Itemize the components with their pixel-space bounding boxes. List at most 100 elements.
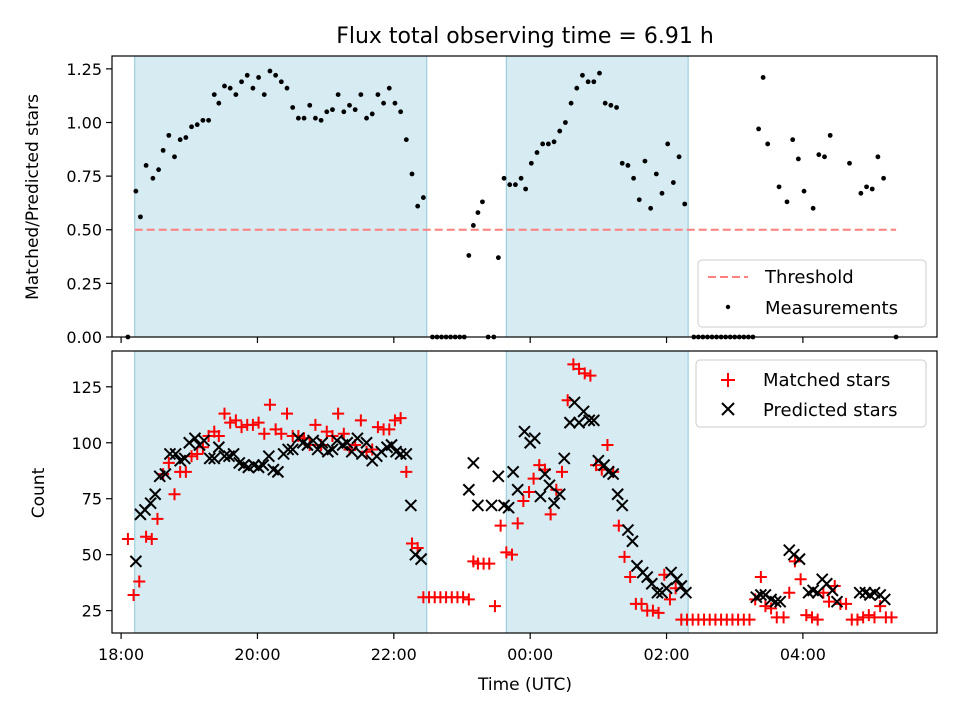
measurement-point bbox=[172, 154, 177, 160]
measurement-point bbox=[381, 100, 386, 106]
measurement-point bbox=[563, 120, 568, 125]
measurement-point bbox=[466, 253, 472, 258]
x-tick-label: 18:00 bbox=[98, 645, 144, 664]
measurement-point bbox=[273, 72, 279, 78]
matched-stars-point bbox=[635, 597, 648, 610]
predicted-stars-point bbox=[218, 449, 231, 463]
measurement-point bbox=[295, 115, 301, 121]
measurement-point bbox=[480, 199, 485, 205]
measurement-point bbox=[239, 79, 244, 85]
predicted-stars-point bbox=[506, 465, 520, 479]
measurement-point bbox=[301, 115, 307, 121]
legend-bottom: Matched stars Predicted stars bbox=[695, 359, 927, 428]
predicted-stars-point bbox=[773, 595, 787, 608]
x-axis-label: Time (UTC) bbox=[477, 675, 572, 695]
legend-bottom-frame bbox=[695, 359, 927, 428]
measurement-point bbox=[608, 102, 614, 108]
measurement-point bbox=[540, 141, 546, 147]
matched-stars-point bbox=[162, 456, 175, 469]
chart-title: Flux total observing time = 6.91 h bbox=[336, 24, 714, 49]
legend-measurements-swatch bbox=[725, 304, 731, 310]
matched-stars-point bbox=[229, 414, 242, 427]
measurement-point bbox=[216, 100, 222, 106]
y-axis-label-bottom: Count bbox=[29, 467, 49, 518]
matched-stars-point bbox=[252, 416, 265, 429]
predicted-stars-point bbox=[538, 467, 552, 481]
measurement-point bbox=[816, 152, 822, 158]
matched-stars-point bbox=[743, 613, 756, 626]
matched-stars-point bbox=[806, 611, 818, 624]
legend-predicted-label: Predicted stars bbox=[763, 400, 897, 421]
measurement-point bbox=[398, 109, 404, 115]
predicted-stars-point bbox=[227, 447, 240, 461]
measurement-point bbox=[470, 223, 476, 228]
predicted-stars-point bbox=[394, 447, 407, 461]
y-tick-label: 0.00 bbox=[66, 328, 102, 347]
predicted-stars-point bbox=[169, 447, 182, 461]
legend-top-frame bbox=[697, 259, 927, 328]
matched-stars-point bbox=[652, 606, 665, 619]
matched-stars-point bbox=[754, 571, 767, 584]
matched-stars-point bbox=[457, 591, 470, 604]
predicted-stars-point bbox=[360, 436, 373, 449]
predicted-stars-point bbox=[129, 555, 143, 568]
measurement-point bbox=[591, 79, 597, 85]
matched-stars-point bbox=[281, 407, 293, 420]
measurement-point bbox=[386, 85, 392, 91]
measurement-point bbox=[670, 180, 676, 185]
matched-stars-point bbox=[663, 593, 676, 606]
predicted-stars-point bbox=[645, 577, 658, 590]
measurement-point bbox=[403, 137, 409, 143]
matched-stars-point bbox=[218, 407, 231, 420]
matched-stars-point bbox=[851, 613, 864, 626]
measurement-point bbox=[869, 186, 875, 192]
legend-threshold-label: Threshold bbox=[764, 267, 854, 288]
predicted-stars-point bbox=[148, 488, 162, 501]
y-tick-label: 25 bbox=[82, 602, 102, 621]
measurement-point bbox=[642, 158, 648, 164]
predicted-stars-point bbox=[543, 479, 556, 492]
predicted-stars-point bbox=[553, 488, 566, 501]
measurement-point bbox=[784, 199, 790, 205]
measurement-point bbox=[653, 171, 659, 177]
measurement-point bbox=[795, 156, 801, 162]
matched-stars-point bbox=[556, 465, 568, 478]
predicted-stars-point bbox=[159, 467, 172, 481]
measurement-point bbox=[810, 205, 816, 211]
matched-stars-point bbox=[151, 512, 164, 525]
measurement-point bbox=[822, 154, 827, 160]
measurement-point bbox=[183, 135, 189, 140]
y-tick-label: 125 bbox=[71, 378, 102, 397]
predicted-stars-point bbox=[197, 434, 211, 447]
predicted-stars-point bbox=[621, 523, 635, 537]
matched-stars-point bbox=[354, 414, 367, 427]
y-tick-label: 50 bbox=[82, 546, 102, 565]
predicted-stars-point bbox=[400, 447, 413, 461]
measurement-point bbox=[256, 75, 261, 80]
measurement-point bbox=[200, 117, 206, 123]
predicted-stars-point bbox=[826, 584, 839, 597]
measurement-point bbox=[518, 175, 524, 181]
measurement-point bbox=[160, 147, 166, 153]
matched-stars-point bbox=[127, 588, 140, 601]
matched-stars-point bbox=[121, 533, 134, 545]
matched-stars-point bbox=[811, 613, 824, 626]
predicted-stars-point bbox=[492, 470, 505, 483]
shaded-interval bbox=[134, 55, 428, 338]
matched-stars-point bbox=[191, 447, 204, 460]
measurement-point bbox=[375, 92, 381, 98]
matched-stars-point bbox=[371, 421, 384, 434]
predicted-stars-point bbox=[485, 499, 498, 512]
matched-stars-point bbox=[527, 472, 540, 485]
matched-stars-point bbox=[506, 548, 518, 561]
matched-stars-point bbox=[601, 439, 614, 451]
measurement-point bbox=[619, 160, 625, 166]
predicted-stars-point bbox=[587, 414, 601, 427]
matched-stars-point bbox=[544, 508, 557, 521]
matched-stars-point bbox=[500, 546, 513, 559]
predicted-stars-point bbox=[306, 434, 320, 447]
measurement-point bbox=[233, 92, 239, 98]
measurement-point bbox=[585, 79, 591, 85]
measurement-point bbox=[765, 141, 771, 147]
matched-stars-point bbox=[168, 488, 181, 501]
